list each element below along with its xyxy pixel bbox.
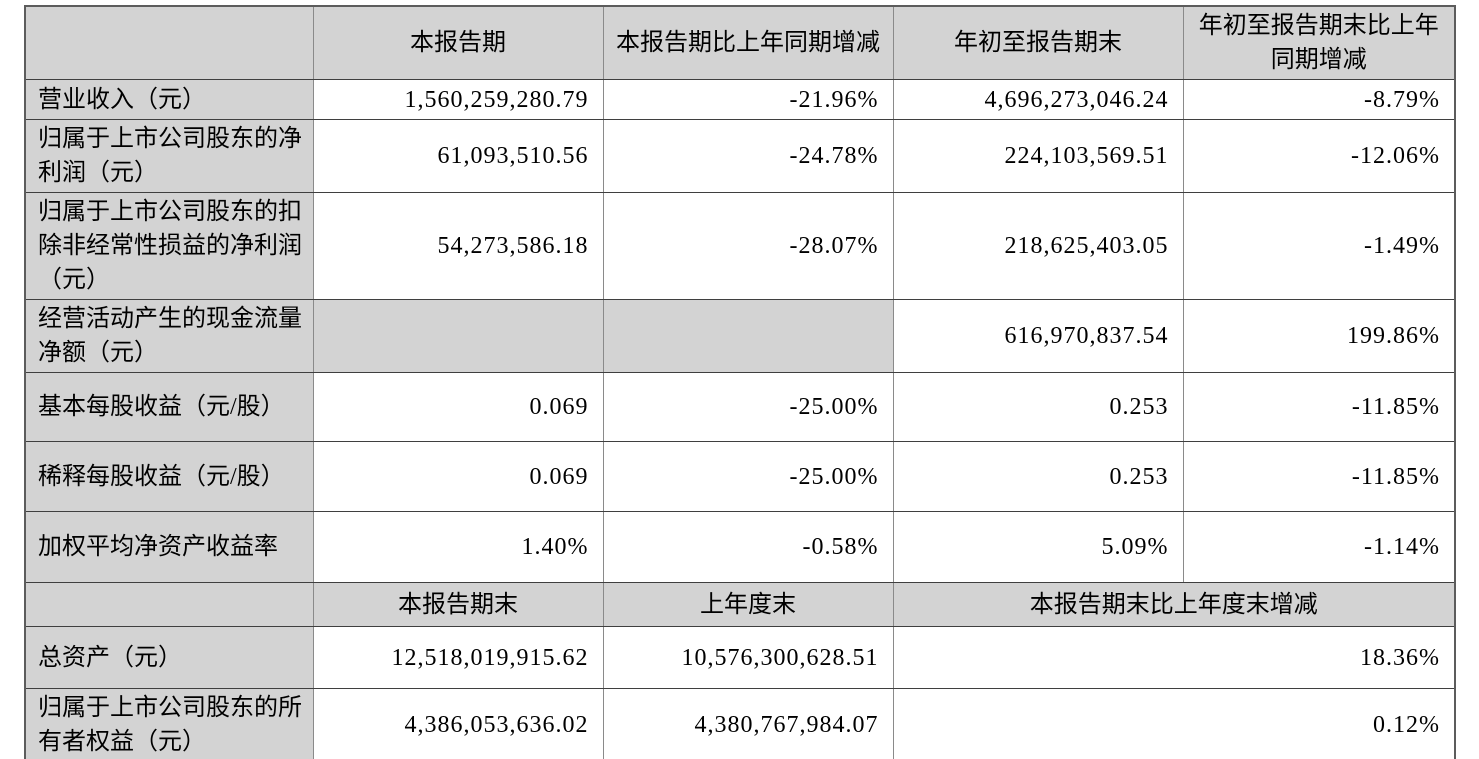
cell-ytd: 616,970,837.54 — [892, 299, 1184, 373]
row-label: 归属于上市公司股东的扣除非经常性损益的净利润（元） — [24, 192, 314, 300]
table-row-total-assets: 总资产（元） 12,518,019,915.62 10,576,300,628.… — [24, 626, 1456, 689]
row-label: 营业收入（元） — [24, 79, 314, 120]
cell-current-period: 1,560,259,280.79 — [312, 79, 604, 120]
cell-ytd-yoy: -11.85% — [1182, 441, 1456, 512]
financial-summary-table: 本报告期 本报告期比上年同期增减 年初至报告期末 年初至报告期末比上年同期增减 … — [24, 5, 1456, 759]
cell-current-period: 61,093,510.56 — [312, 119, 604, 193]
cell-current-period: 0.069 — [312, 372, 604, 442]
cell-current-period: 0.069 — [312, 441, 604, 512]
cell-ytd: 218,625,403.05 — [892, 192, 1184, 300]
table-row-net-profit-excl-nonrecurring: 归属于上市公司股东的扣除非经常性损益的净利润（元） 54,273,586.18 … — [24, 192, 1456, 300]
cell-ytd: 224,103,569.51 — [892, 119, 1184, 193]
cell-ytd: 5.09% — [892, 511, 1184, 583]
header-year-to-date-yoy-change: 年初至报告期末比上年同期增减 — [1182, 5, 1456, 80]
table-row-weighted-average-roe: 加权平均净资产收益率 1.40% -0.58% 5.09% -1.14% — [24, 511, 1456, 583]
cell-period-end: 12,518,019,915.62 — [312, 626, 604, 689]
cell-ytd: 4,696,273,046.24 — [892, 79, 1184, 120]
cell-ytd-yoy: 199.86% — [1182, 299, 1456, 373]
table-row-diluted-eps: 稀释每股收益（元/股） 0.069 -25.00% 0.253 -11.85% — [24, 441, 1456, 512]
row-label: 稀释每股收益（元/股） — [24, 441, 314, 512]
cell-current-period-yoy-empty — [602, 299, 894, 373]
cell-ytd-yoy: -12.06% — [1182, 119, 1456, 193]
row-label: 加权平均净资产收益率 — [24, 511, 314, 583]
cell-ytd-yoy: -1.14% — [1182, 511, 1456, 583]
table-row-basic-eps: 基本每股收益（元/股） 0.069 -25.00% 0.253 -11.85% — [24, 372, 1456, 442]
header-year-to-date: 年初至报告期末 — [892, 5, 1184, 80]
cell-current-period: 54,273,586.18 — [312, 192, 604, 300]
cell-ytd-yoy: -8.79% — [1182, 79, 1456, 120]
cell-current-period-yoy: -24.78% — [602, 119, 894, 193]
table-row-operating-revenue: 营业收入（元） 1,560,259,280.79 -21.96% 4,696,2… — [24, 79, 1456, 120]
header-blank-cell — [24, 582, 314, 627]
row-label: 归属于上市公司股东的净利润（元） — [24, 119, 314, 193]
row-label: 总资产（元） — [24, 626, 314, 689]
header-row-period-end: 本报告期末 上年度末 本报告期末比上年度末增减 — [24, 582, 1456, 627]
header-current-period-end: 本报告期末 — [312, 582, 604, 627]
row-label: 经营活动产生的现金流量净额（元） — [24, 299, 314, 373]
cell-prior-year-end: 10,576,300,628.51 — [602, 626, 894, 689]
row-label: 基本每股收益（元/股） — [24, 372, 314, 442]
cell-change: 0.12% — [892, 688, 1456, 759]
table-row-net-profit-attributable: 归属于上市公司股东的净利润（元） 61,093,510.56 -24.78% 2… — [24, 119, 1456, 193]
header-current-period: 本报告期 — [312, 5, 604, 80]
table-row-operating-cash-flow: 经营活动产生的现金流量净额（元） 616,970,837.54 199.86% — [24, 299, 1456, 373]
cell-ytd-yoy: -11.85% — [1182, 372, 1456, 442]
cell-ytd: 0.253 — [892, 372, 1184, 442]
cell-prior-year-end: 4,380,767,984.07 — [602, 688, 894, 759]
cell-ytd: 0.253 — [892, 441, 1184, 512]
cell-current-period-yoy: -21.96% — [602, 79, 894, 120]
cell-current-period-yoy: -25.00% — [602, 372, 894, 442]
row-label: 归属于上市公司股东的所有者权益（元） — [24, 688, 314, 759]
cell-current-period-empty — [312, 299, 604, 373]
cell-change: 18.36% — [892, 626, 1456, 689]
header-period-end-vs-prior-year-end: 本报告期末比上年度末增减 — [892, 582, 1456, 627]
cell-ytd-yoy: -1.49% — [1182, 192, 1456, 300]
header-blank-cell — [24, 5, 314, 80]
header-prior-year-end: 上年度末 — [602, 582, 894, 627]
header-current-period-yoy-change: 本报告期比上年同期增减 — [602, 5, 894, 80]
table-row-equity-attributable: 归属于上市公司股东的所有者权益（元） 4,386,053,636.02 4,38… — [24, 688, 1456, 759]
cell-current-period-yoy: -28.07% — [602, 192, 894, 300]
cell-period-end: 4,386,053,636.02 — [312, 688, 604, 759]
cell-current-period: 1.40% — [312, 511, 604, 583]
cell-current-period-yoy: -25.00% — [602, 441, 894, 512]
cell-current-period-yoy: -0.58% — [602, 511, 894, 583]
header-row-periods: 本报告期 本报告期比上年同期增减 年初至报告期末 年初至报告期末比上年同期增减 — [24, 5, 1456, 80]
